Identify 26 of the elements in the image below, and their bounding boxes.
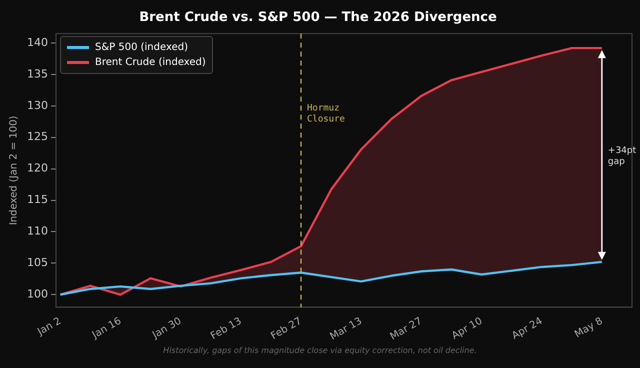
y-axis-title: Indexed (Jan 2 = 100) — [8, 116, 20, 226]
x-tick-label: Feb 13 — [209, 316, 244, 342]
x-tick-label: Mar 13 — [328, 316, 364, 343]
y-tick-label: 125 — [26, 130, 48, 144]
x-tick-label: Mar 27 — [388, 316, 424, 343]
legend-label: Brent Crude (indexed) — [95, 56, 206, 70]
text: Historically, gaps of this magnitude close via equity correction, not oil decline. — [162, 346, 478, 355]
legend-label: S&P 500 (indexed) — [95, 41, 188, 55]
y-tick-label: 105 — [26, 256, 48, 270]
y-tick-label: 110 — [26, 224, 48, 238]
y-tick-label: 135 — [26, 67, 48, 80]
annotation: +34pt gap — [608, 146, 637, 168]
ref-line-label: Hormuz Closure — [307, 103, 345, 124]
x-tick-label: Apr 10 — [450, 316, 484, 342]
x-tick-label: Apr 24 — [510, 316, 545, 342]
y-tick-label: 120 — [26, 162, 48, 175]
x-tick-label: Feb 27 — [269, 316, 304, 342]
x-tick-label: Jan 30 — [150, 316, 184, 342]
y-tick-label: 130 — [26, 98, 48, 112]
y-tick-label: 115 — [26, 193, 48, 206]
x-tick-label: Jan 16 — [90, 316, 124, 342]
x-tick-label: Jan 2 — [35, 316, 64, 338]
chart-title: Brent Crude vs. S&P 500 — The 2026 Divergence — [139, 10, 497, 26]
y-tick-label: 140 — [26, 36, 48, 49]
x-tick-label: May 8 — [573, 316, 605, 340]
y-tick-label: 100 — [26, 288, 48, 300]
